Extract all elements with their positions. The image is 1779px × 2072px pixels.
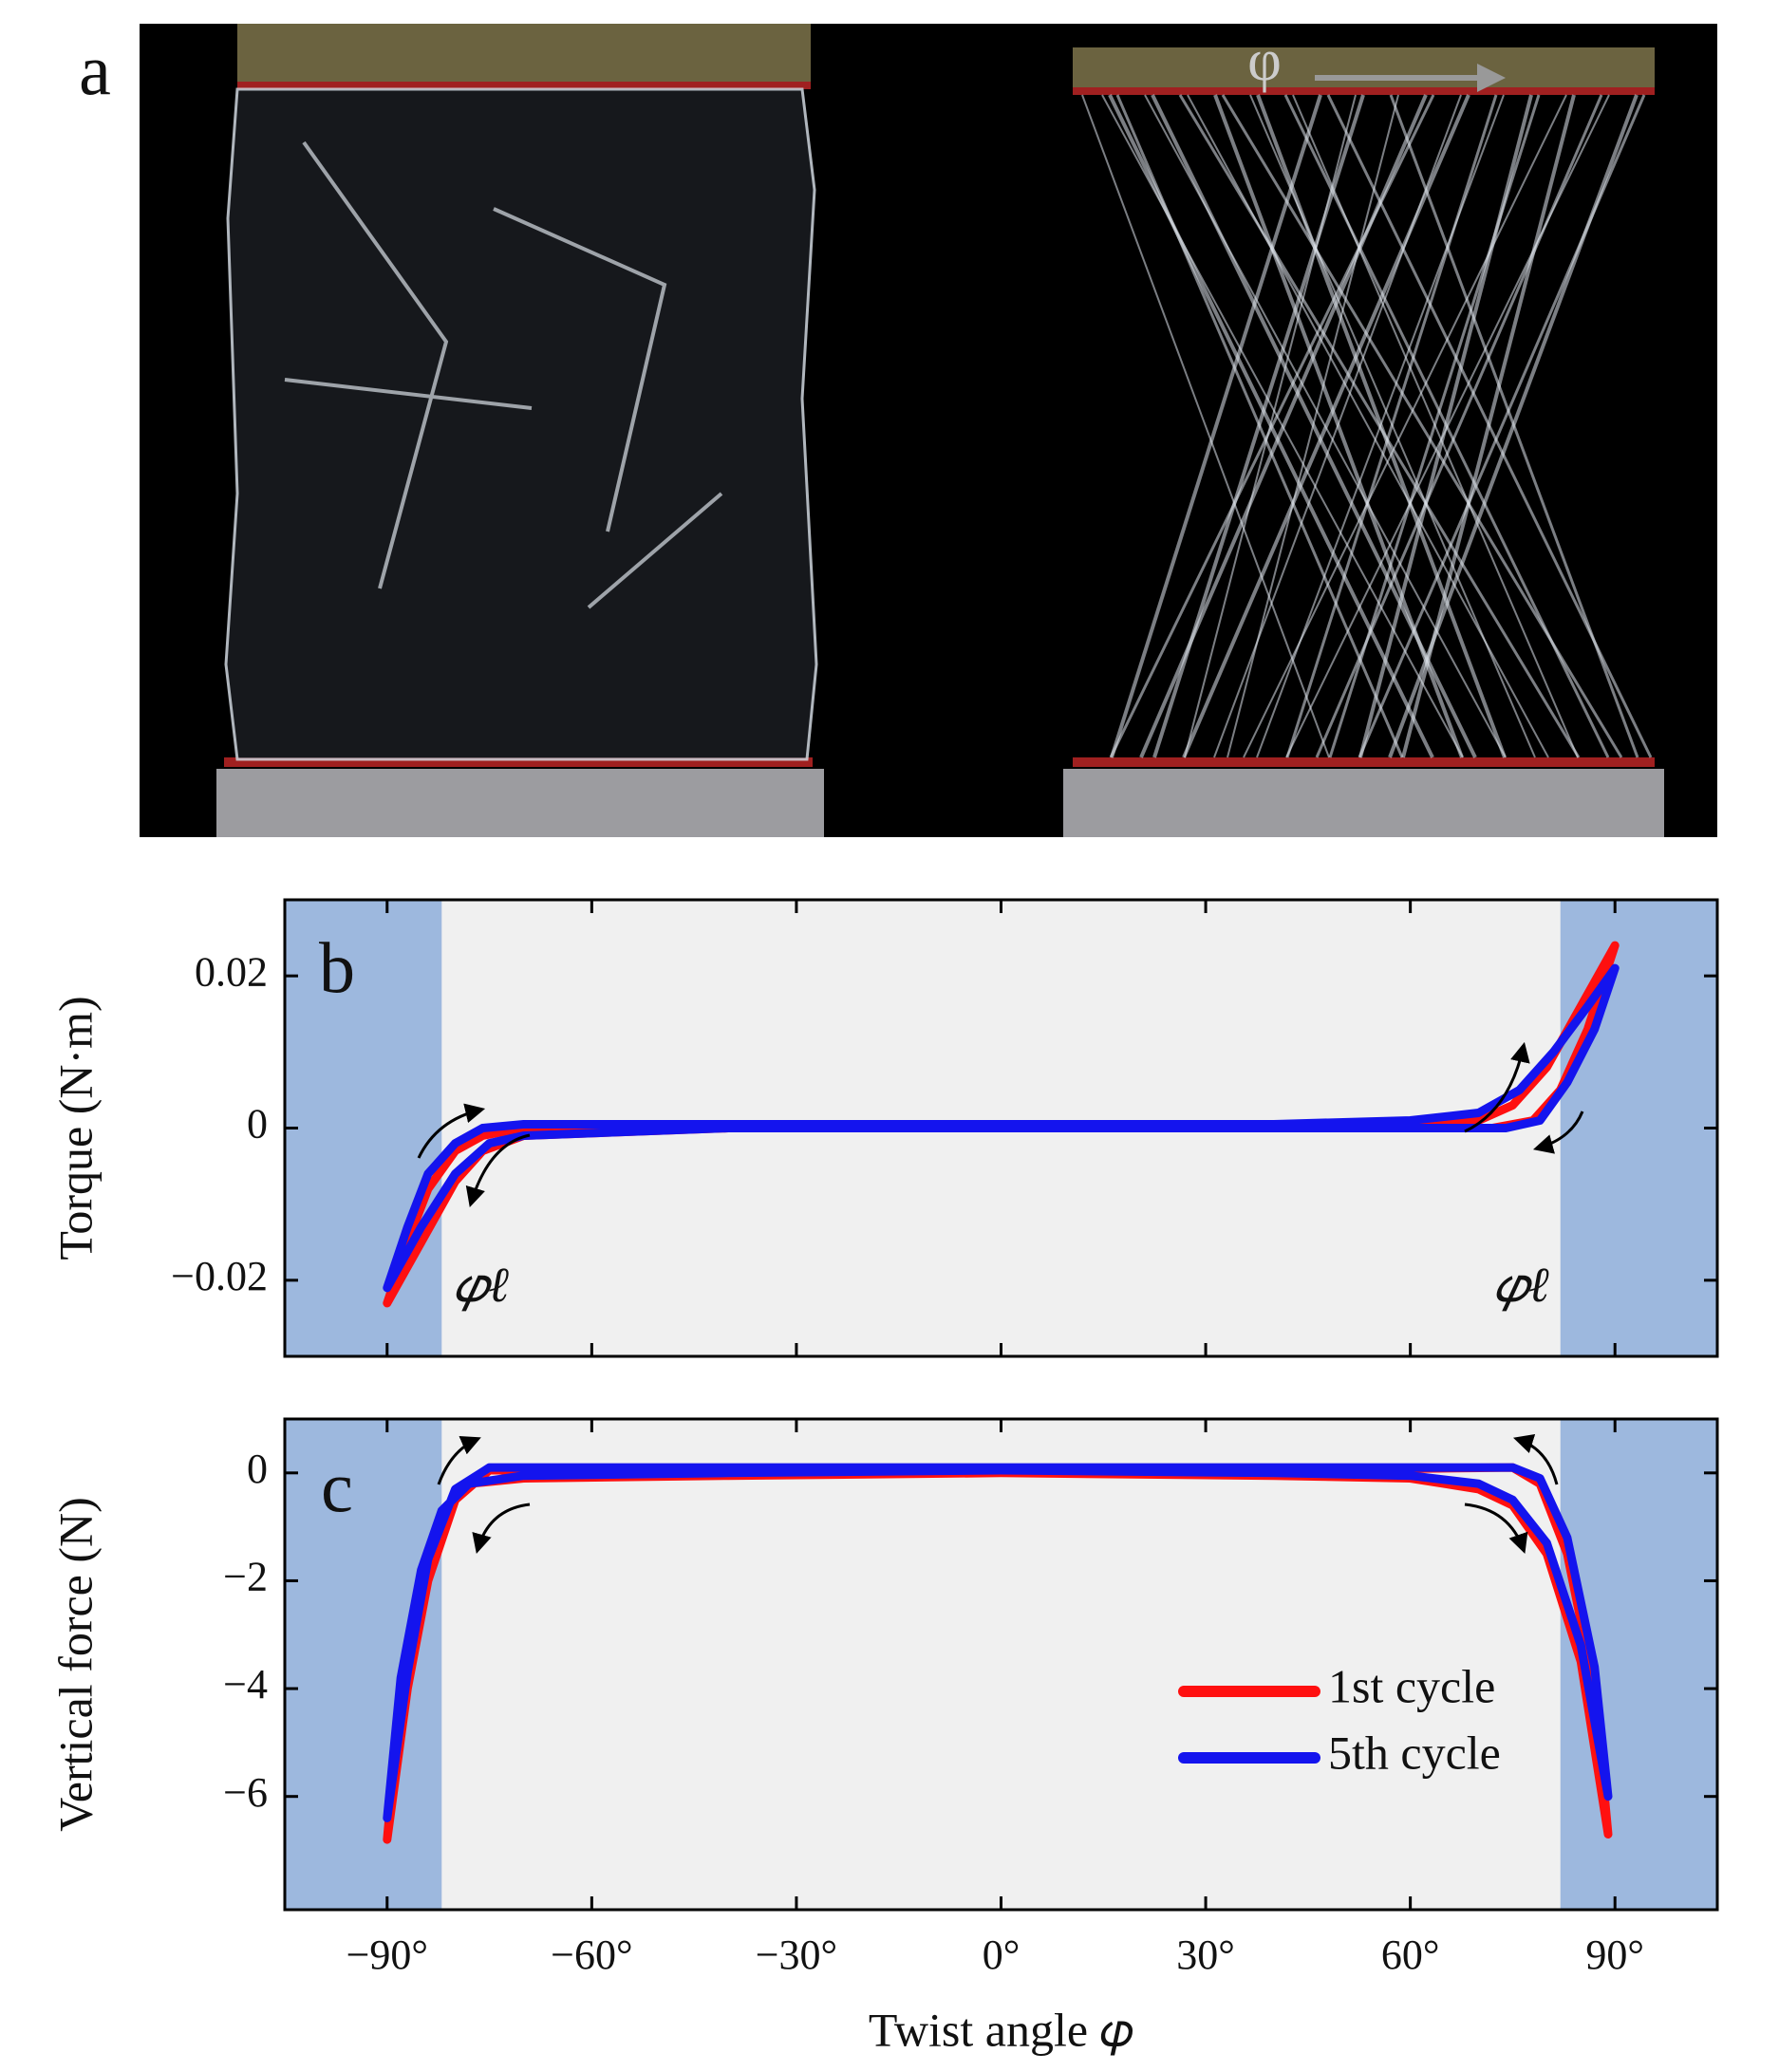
seal — [1073, 757, 1655, 767]
y-tick-label: 0 — [247, 1446, 268, 1492]
fiber — [1110, 94, 1322, 758]
y-tick-label: −6 — [223, 1769, 268, 1816]
seal — [224, 757, 813, 767]
shaded-region — [1560, 900, 1717, 1356]
arrow — [1512, 1433, 1559, 1485]
y-axis-title: Vertical force (N) — [48, 1497, 102, 1832]
fiber — [1315, 94, 1603, 758]
fiber — [1213, 94, 1462, 758]
seal — [237, 82, 811, 89]
fiber — [1285, 94, 1498, 758]
twist-label: φ — [1247, 28, 1282, 93]
x-tick-label: −30° — [756, 1932, 837, 1978]
arrow — [465, 1133, 531, 1208]
y-tick-label: 0 — [247, 1101, 268, 1148]
x-tick-label: −60° — [551, 1932, 632, 1978]
arrow — [1532, 1111, 1584, 1154]
seal — [1073, 87, 1655, 95]
series-line — [383, 1463, 1613, 1822]
bottom-cap — [216, 769, 824, 837]
arrow — [417, 1103, 486, 1159]
bottom-cap — [1063, 769, 1664, 837]
x-tick-label: 30° — [1176, 1932, 1235, 1978]
fiber — [1144, 94, 1507, 758]
arrow — [437, 1435, 481, 1485]
wrinkles — [284, 140, 723, 609]
y-tick-label: −4 — [223, 1661, 268, 1708]
photo: φ a — [79, 24, 1717, 837]
y-tick-label: 0.02 — [195, 948, 268, 995]
y-axis-title: Torque (N·m) — [48, 996, 102, 1260]
fiber — [1101, 94, 1464, 758]
fiber — [1178, 94, 1581, 758]
y-tick-label: −2 — [223, 1554, 268, 1600]
fiber — [1184, 94, 1357, 758]
shaded-region — [285, 900, 442, 1356]
fiber — [1243, 94, 1567, 758]
cycle-arrows — [417, 1041, 1584, 1555]
y-tick-label: −0.02 — [171, 1253, 268, 1299]
top-cap — [1073, 47, 1655, 89]
panel-label: c — [321, 1447, 353, 1527]
arrow — [1464, 1503, 1528, 1554]
x-tick-label: 90° — [1585, 1932, 1644, 1978]
x-tick-label: −90° — [346, 1932, 428, 1978]
x-tick-label: 0° — [983, 1932, 1021, 1978]
arrow — [472, 1503, 531, 1555]
x-tick-label: 60° — [1381, 1932, 1440, 1978]
fiber — [1358, 94, 1533, 758]
legend-label: 1st cycle — [1328, 1659, 1495, 1712]
shaded-region — [285, 1419, 442, 1910]
plot-background — [285, 1419, 1717, 1910]
panel-label: a — [79, 30, 111, 110]
fiber — [1388, 94, 1639, 758]
series-line — [383, 963, 1620, 1293]
top-cap — [237, 24, 811, 88]
fiber — [1081, 94, 1330, 758]
x-axis-title: Twist angle 𝜑 — [869, 2003, 1133, 2056]
crumpled-bag — [224, 87, 818, 761]
fibers — [1081, 94, 1653, 758]
panel-label: b — [319, 928, 355, 1008]
annotation: 𝜑ℓ — [1493, 1259, 1549, 1313]
arrow — [1464, 1041, 1530, 1133]
annotation: 𝜑ℓ — [453, 1259, 509, 1313]
legend-label: 5th cycle — [1328, 1726, 1501, 1779]
